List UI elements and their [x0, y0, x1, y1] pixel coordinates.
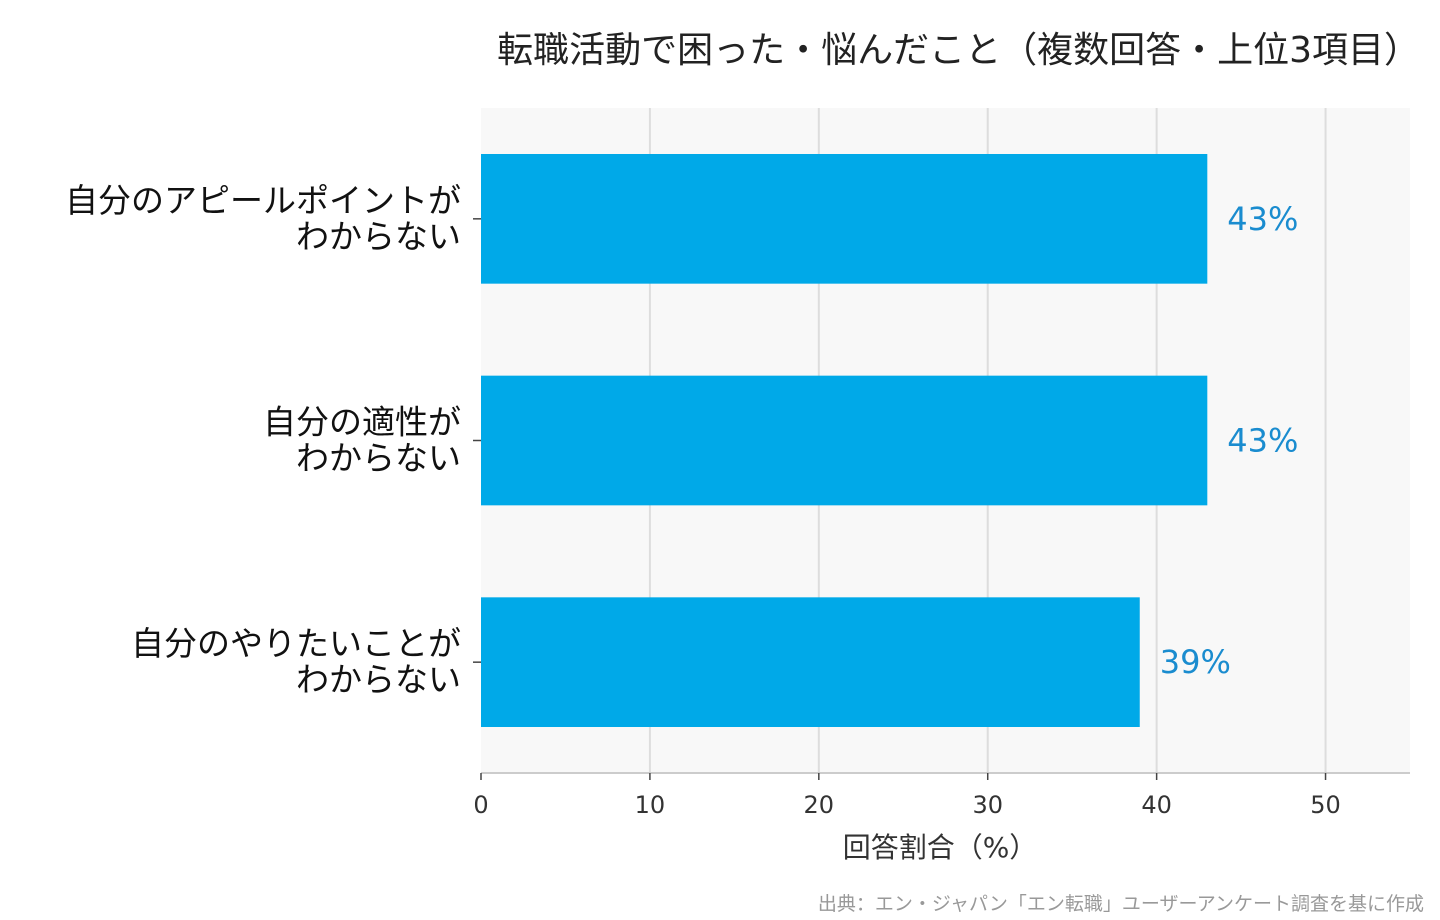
- category-label: 自分の適性が: [263, 403, 461, 442]
- x-tick-label: 50: [1310, 791, 1341, 819]
- category-label: わからない: [296, 439, 461, 478]
- data-label: 43%: [1227, 422, 1298, 460]
- bar: [481, 597, 1140, 728]
- category-label: わからない: [296, 217, 461, 256]
- source-note: 出典：エン・ジャパン「エン転職」ユーザーアンケート調査を基に作成: [818, 893, 1424, 915]
- x-axis-label: 回答割合（%）: [843, 831, 1038, 864]
- bar: [481, 153, 1208, 284]
- category-label: 自分のアピールポイントが: [65, 181, 461, 220]
- bar: [481, 375, 1208, 506]
- data-label: 39%: [1160, 643, 1231, 681]
- chart-title: 転職活動で困った・悩んだこと（複数回答・上位3項目）: [497, 30, 1420, 71]
- category-label: わからない: [296, 660, 461, 699]
- category-label: 自分のやりたいことが: [131, 624, 461, 663]
- data-label: 43%: [1227, 200, 1298, 238]
- x-tick-label: 0: [473, 791, 488, 819]
- x-tick-label: 10: [635, 791, 666, 819]
- x-tick-label: 20: [804, 791, 835, 819]
- x-tick-label: 40: [1141, 791, 1172, 819]
- x-tick-label: 30: [972, 791, 1003, 819]
